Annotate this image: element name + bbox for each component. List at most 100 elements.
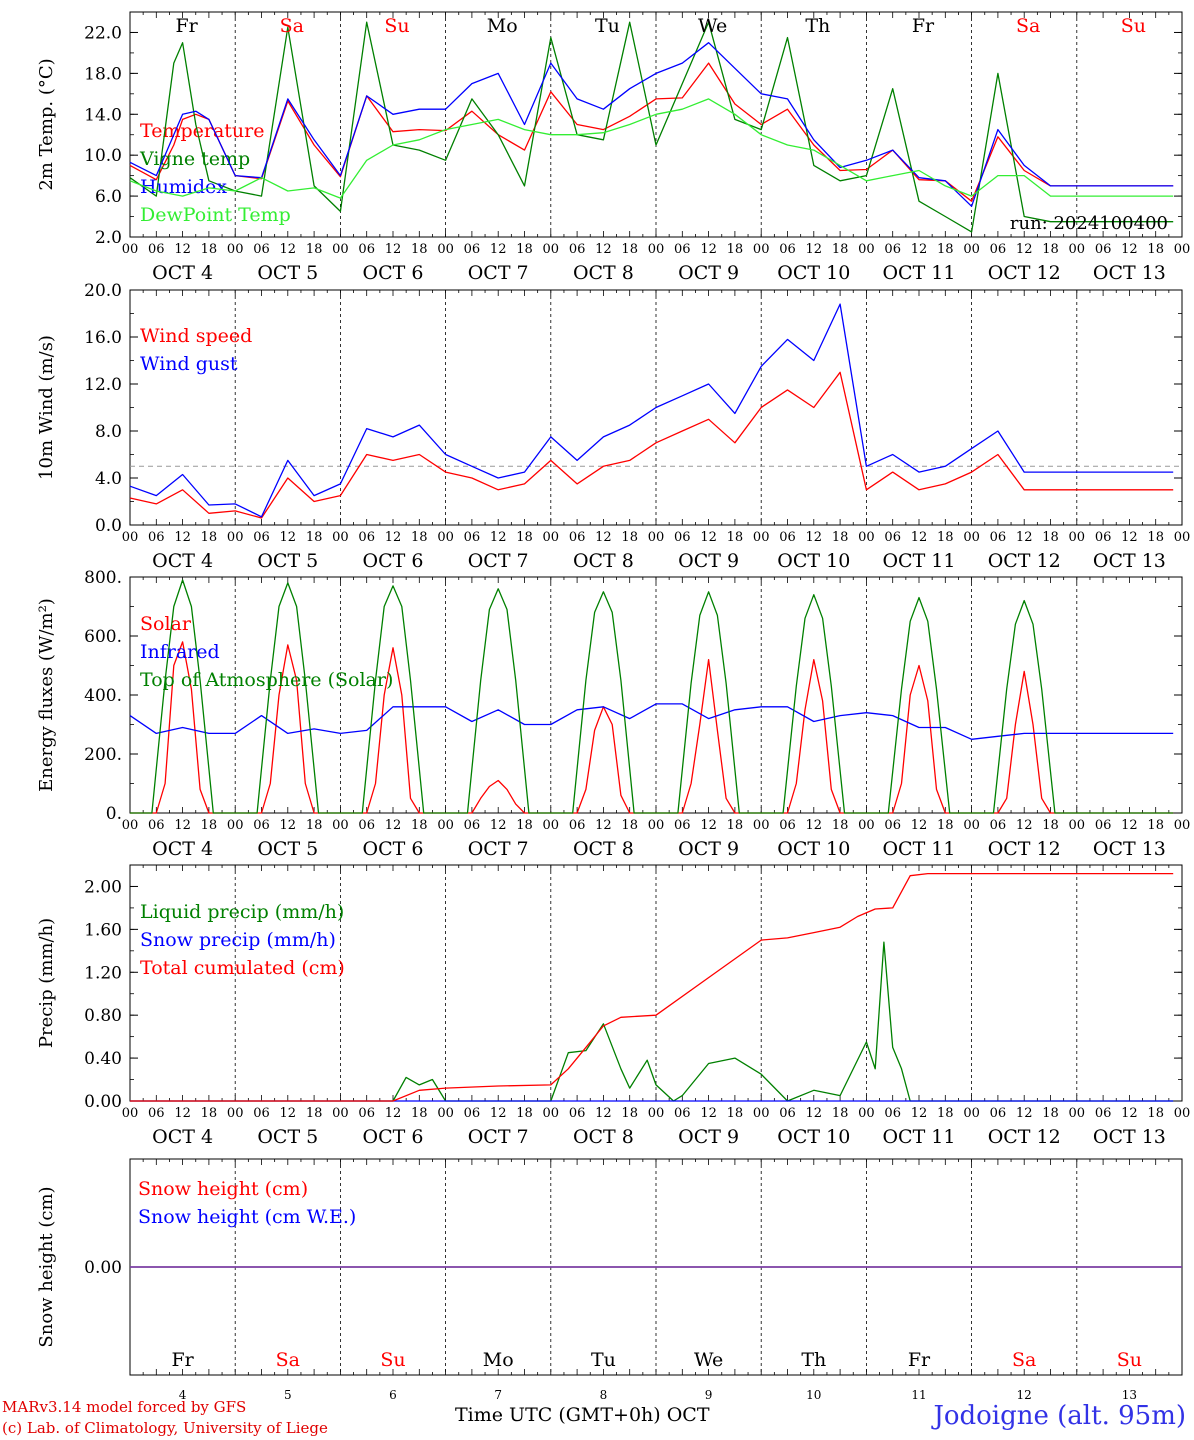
date-label: OCT 12 — [988, 838, 1061, 860]
x-axis-title: Time UTC (GMT+0h) OCT — [455, 1404, 710, 1426]
date-label: OCT 10 — [777, 1126, 850, 1148]
hour-tick-label: 12 — [385, 818, 402, 833]
hour-tick-label: 00 — [1174, 818, 1191, 833]
hour-tick-label: 06 — [464, 1106, 481, 1121]
series-line — [130, 579, 1174, 814]
weekday-label: Mo — [487, 15, 518, 37]
date-label: OCT 8 — [573, 1126, 634, 1148]
y-tick-label: 16.0 — [84, 328, 122, 348]
day-number-label: 8 — [600, 1388, 608, 1402]
hour-tick-label: 00 — [122, 1106, 139, 1121]
hour-tick-label: 06 — [148, 242, 165, 257]
date-label: OCT 12 — [988, 1126, 1061, 1148]
series-line — [130, 872, 1174, 1102]
hour-tick-label: 06 — [674, 1106, 691, 1121]
weekday-label: Su — [1121, 15, 1146, 37]
hour-tick-label: 12 — [280, 242, 297, 257]
hour-tick-label: 00 — [753, 1106, 770, 1121]
date-label: OCT 7 — [468, 262, 529, 284]
hour-tick-label: 12 — [385, 242, 402, 257]
legend-entry: Vigne temp — [139, 148, 250, 170]
hour-tick-label: 06 — [253, 1106, 270, 1121]
weekday-label: Su — [1117, 1349, 1142, 1371]
date-label: OCT 5 — [257, 262, 318, 284]
weekday-label: We — [698, 15, 727, 37]
panel-4: 0.00 0.40 0.80 1.20 1.60 2.00 Precip (mm/h) Liq… — [36, 864, 1190, 1148]
hour-tick-label: 06 — [464, 530, 481, 545]
hour-tick-label: 12 — [174, 818, 191, 833]
date-label: OCT 7 — [468, 1126, 529, 1148]
y-tick-label: 600. — [84, 627, 122, 647]
y-tick-label: 14.0 — [84, 105, 122, 125]
date-label: OCT 5 — [257, 550, 318, 572]
hour-tick-label: 12 — [595, 242, 612, 257]
y-tick-label: 10.0 — [84, 146, 122, 166]
hour-tick-label: 18 — [832, 1106, 849, 1121]
hour-tick-label: 12 — [174, 242, 191, 257]
y-tick-label: 22.0 — [84, 23, 122, 43]
hour-tick-label: 12 — [700, 1106, 717, 1121]
date-label: OCT 7 — [468, 838, 529, 860]
hour-tick-label: 00 — [227, 530, 244, 545]
hour-tick-label: 00 — [122, 530, 139, 545]
day-number-label: 11 — [911, 1388, 926, 1402]
hour-tick-label: 18 — [1147, 530, 1164, 545]
y-tick-label: 12.0 — [84, 375, 122, 395]
y-axis-label: Precip (mm/h) — [36, 918, 57, 1048]
hour-tick-label: 00 — [858, 242, 875, 257]
hour-tick-label: 18 — [1042, 1106, 1059, 1121]
day-number-label: 7 — [494, 1388, 502, 1402]
legend-entry: Temperature — [140, 120, 264, 142]
panel-5: 0.00 Snow height (cm) Snow height (cm) Snow… — [36, 1158, 1183, 1402]
series-line — [129, 98, 1174, 199]
hour-tick-label: 06 — [358, 530, 375, 545]
hour-tick-label: 00 — [963, 242, 980, 257]
hour-tick-label: 12 — [700, 242, 717, 257]
date-label: OCT 9 — [678, 550, 739, 572]
hour-tick-label: 12 — [595, 530, 612, 545]
y-tick-label: 0.40 — [84, 1049, 122, 1069]
weekday-label: Sa — [280, 15, 304, 37]
hour-tick-label: 12 — [806, 818, 823, 833]
hour-tick-label: 00 — [332, 1106, 349, 1121]
hour-tick-label: 18 — [1147, 818, 1164, 833]
hour-tick-label: 06 — [884, 242, 901, 257]
hour-tick-label: 00 — [543, 242, 560, 257]
hour-tick-label: 06 — [1095, 818, 1112, 833]
y-tick-label: 18.0 — [84, 64, 122, 84]
series-line — [129, 62, 1174, 202]
hour-tick-label: 00 — [227, 818, 244, 833]
hour-tick-label: 06 — [779, 530, 796, 545]
panel-2: 0.0 4.0 8.0 12.0 16.0 20.0 10m Wind (m/s) Wind … — [36, 281, 1190, 572]
hour-tick-label: 00 — [227, 1106, 244, 1121]
hour-tick-label: 06 — [358, 242, 375, 257]
hour-tick-label: 12 — [490, 242, 507, 257]
hour-tick-label: 00 — [1069, 1106, 1086, 1121]
hour-tick-label: 12 — [1121, 1106, 1138, 1121]
hour-tick-label: 06 — [358, 818, 375, 833]
hour-tick-label: 18 — [306, 242, 323, 257]
day-number-label: 13 — [1122, 1388, 1137, 1402]
hour-tick-label: 06 — [569, 818, 586, 833]
legend-entry: Total cumulated (cm) — [140, 957, 345, 979]
day-number-label: 12 — [1017, 1388, 1032, 1402]
hour-tick-label: 00 — [437, 1106, 454, 1121]
hour-tick-label: 18 — [306, 818, 323, 833]
y-axis-label: 2m Temp. (°C) — [36, 58, 57, 190]
weekday-label: Tu — [591, 1349, 616, 1371]
hour-tick-label: 06 — [253, 530, 270, 545]
hour-tick-label: 06 — [674, 818, 691, 833]
weekday-label: Tu — [595, 15, 620, 37]
hour-tick-label: 00 — [858, 818, 875, 833]
weekday-label: Mo — [483, 1349, 514, 1371]
y-tick-label: 400. — [84, 686, 122, 706]
weekday-label: Fr — [171, 1349, 194, 1371]
hour-tick-label: 18 — [306, 530, 323, 545]
hour-tick-label: 00 — [963, 530, 980, 545]
hour-tick-label: 18 — [832, 530, 849, 545]
hour-tick-label: 06 — [464, 242, 481, 257]
hour-tick-label: 18 — [411, 818, 428, 833]
date-label: OCT 10 — [777, 262, 850, 284]
y-tick-label: 4.0 — [95, 469, 122, 489]
hour-tick-label: 06 — [674, 242, 691, 257]
